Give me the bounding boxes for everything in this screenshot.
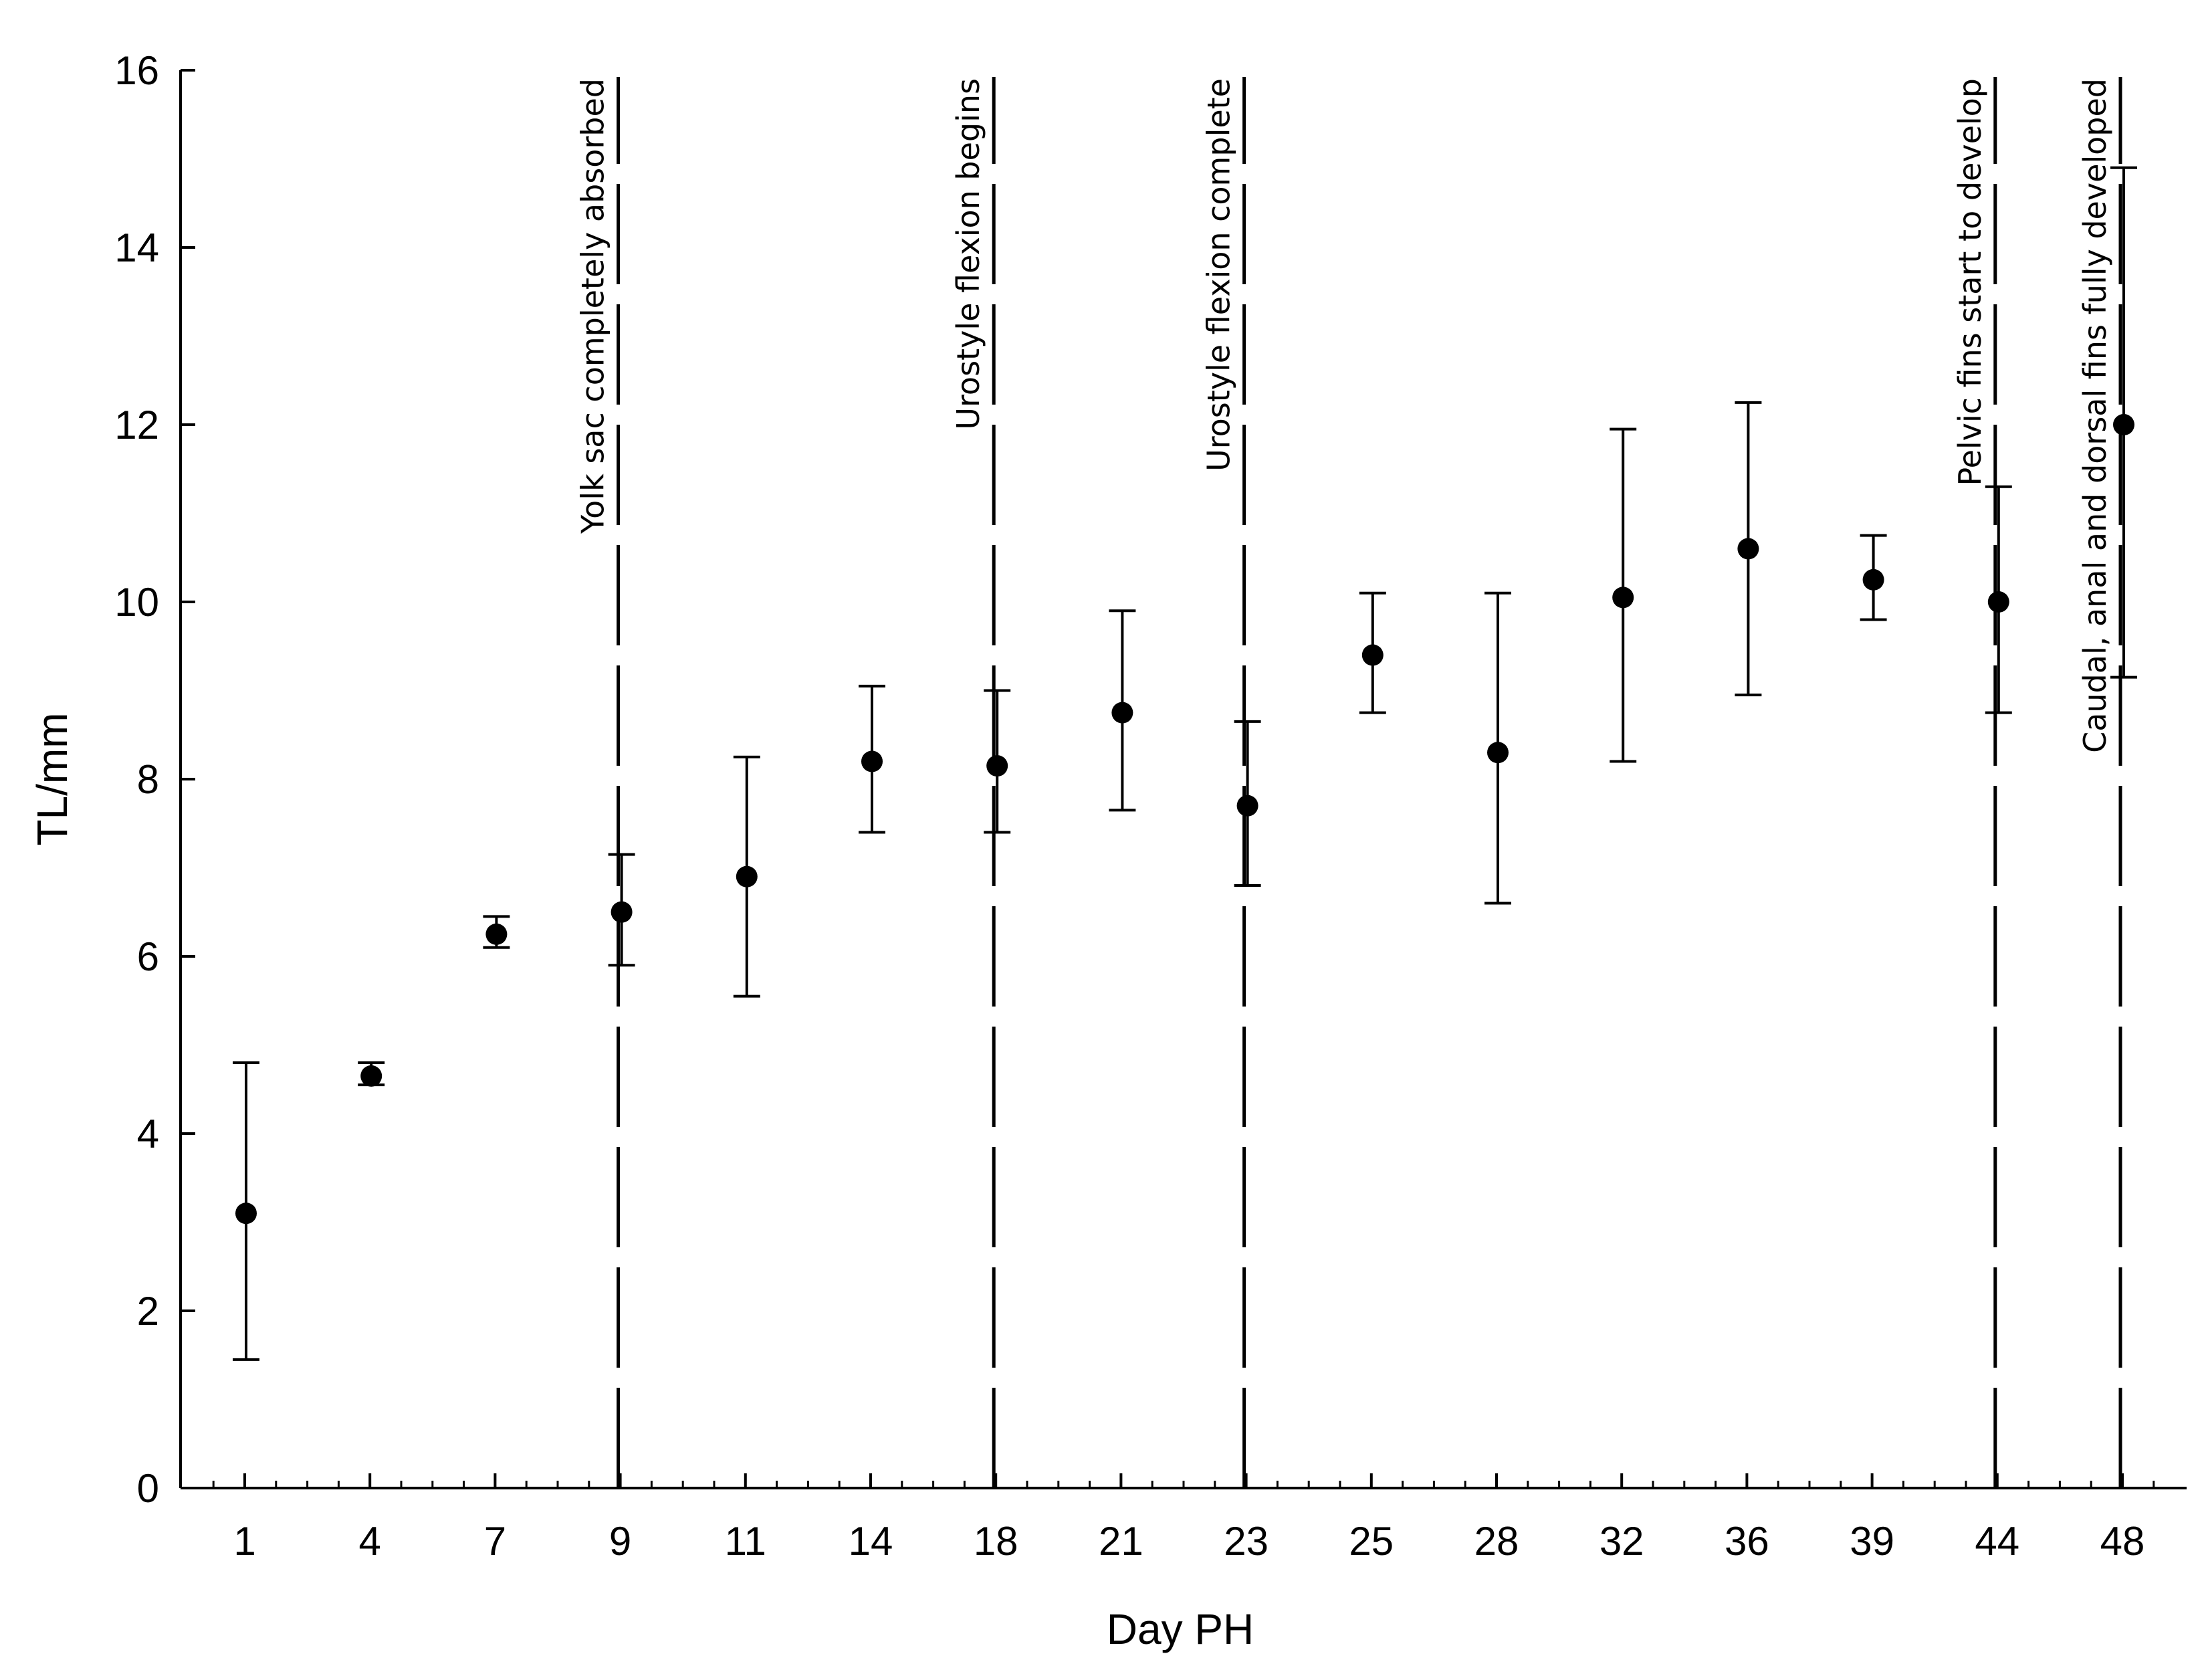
x-axis-title: Day PH (1107, 1605, 1254, 1653)
event-lines: Yolk sac completely absorbed Urostyle fle… (575, 77, 2122, 1488)
y-tick-label: 16 (114, 48, 159, 93)
data-point (986, 755, 1008, 777)
x-tick-label: 44 (1975, 1519, 2019, 1564)
x-tick-label: 28 (1474, 1519, 1519, 1564)
y-tick-label: 14 (114, 225, 159, 270)
event-label: Yolk sac completely absorbed (575, 78, 611, 534)
event-label: Urostyle flexion complete (1201, 78, 1237, 471)
data-point (1361, 644, 1384, 666)
y-axis-title: TL/mm (28, 712, 76, 845)
data-point (1987, 591, 2009, 613)
x-tick-label: 36 (1725, 1519, 1769, 1564)
x-tick-label: 48 (2100, 1519, 2145, 1564)
event-label: Caudal, anal and dorsal fins fully devel… (2077, 78, 2113, 753)
x-tick-label: 4 (359, 1519, 381, 1564)
x-tick-label: 14 (849, 1519, 893, 1564)
y-tick-label: 10 (114, 580, 159, 625)
y-tick-label: 0 (137, 1466, 159, 1511)
data-point (611, 901, 633, 923)
x-tick-label: 7 (484, 1519, 506, 1564)
data-point (485, 923, 508, 945)
y-tick-label: 12 (114, 403, 159, 447)
x-tick-label: 23 (1224, 1519, 1269, 1564)
y-tick-label: 6 (137, 934, 159, 979)
x-tick-label: 11 (725, 1519, 766, 1564)
data-point (1737, 538, 1759, 560)
data-point (1487, 742, 1509, 764)
data-point (2113, 414, 2134, 435)
x-tick-label: 18 (974, 1519, 1018, 1564)
x-tick-label: 9 (609, 1519, 631, 1564)
data-point (1862, 568, 1884, 591)
x-tick-label: 32 (1600, 1519, 1644, 1564)
data-point (1612, 587, 1634, 609)
x-tick-label: 39 (1850, 1519, 1894, 1564)
event-label: Urostyle flexion begins (950, 78, 986, 430)
data-marks (233, 166, 2137, 1361)
y-tick-label: 2 (137, 1289, 159, 1334)
data-point (360, 1065, 382, 1087)
y-tick-label: 8 (137, 757, 159, 802)
data-point (861, 750, 883, 772)
data-point (235, 1202, 257, 1225)
data-point (736, 865, 758, 887)
event-label: Pelvic fins start to develop (1952, 78, 1988, 486)
x-tick-label: 21 (1099, 1519, 1143, 1564)
data-point (1236, 795, 1258, 817)
data-point (1111, 702, 1133, 724)
x-tick-label: 1 (233, 1519, 255, 1564)
y-tick-label: 4 (137, 1112, 159, 1156)
x-tick-label: 25 (1349, 1519, 1394, 1564)
